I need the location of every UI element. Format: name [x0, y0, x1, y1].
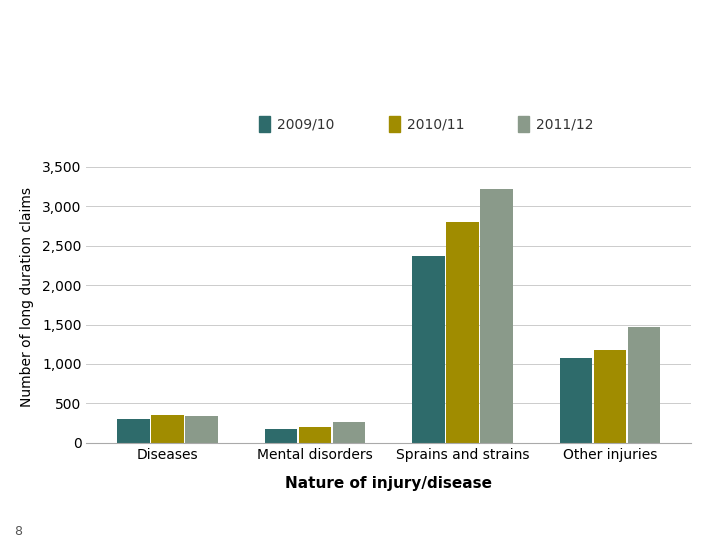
FancyBboxPatch shape	[518, 116, 529, 132]
Text: 8: 8	[14, 524, 22, 538]
Bar	[594, 350, 626, 443]
Bar	[265, 429, 297, 443]
FancyBboxPatch shape	[259, 116, 270, 132]
Bar	[185, 416, 217, 443]
X-axis label: Nature of injury/disease: Nature of injury/disease	[285, 476, 492, 490]
Y-axis label: Number of long duration claims: Number of long duration claims	[19, 187, 34, 407]
Text: 2009/10: 2009/10	[277, 117, 335, 131]
Bar	[151, 415, 184, 443]
Text: Long duration claims by nature of injury/disease: Long duration claims by nature of injury…	[22, 43, 526, 64]
Bar	[480, 188, 513, 443]
Text: 2010/11: 2010/11	[407, 117, 464, 131]
Text: 2011/12: 2011/12	[536, 117, 594, 131]
Bar	[446, 222, 479, 443]
Bar	[333, 422, 365, 443]
Bar	[413, 255, 445, 443]
Bar	[628, 327, 660, 443]
Bar	[299, 427, 331, 443]
Bar	[117, 419, 150, 443]
Bar	[560, 358, 593, 443]
FancyBboxPatch shape	[389, 116, 400, 132]
